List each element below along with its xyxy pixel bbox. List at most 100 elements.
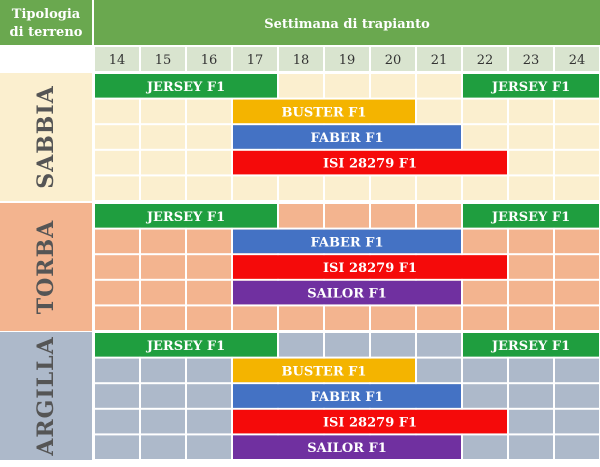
grid-cell	[509, 229, 553, 254]
grid-cell	[279, 74, 323, 98]
grid-cell	[325, 306, 369, 330]
grid-cell	[509, 435, 553, 459]
week-label: 20	[385, 53, 402, 68]
week-cell	[417, 47, 461, 71]
week-label: 16	[201, 53, 218, 68]
grid-cell	[187, 280, 231, 305]
grid-cell	[141, 150, 185, 175]
grid-cell	[509, 125, 553, 149]
soil-label-cell	[0, 73, 92, 201]
grid-cell	[509, 99, 553, 124]
bar-buster-f1	[233, 99, 415, 124]
week-cell	[187, 47, 231, 71]
grid-cell	[509, 409, 553, 434]
bar-label: SAILOR F1	[307, 287, 387, 302]
bar-label: SAILOR F1	[307, 441, 387, 456]
grid-cell	[187, 176, 231, 200]
grid-cell	[463, 99, 507, 124]
bar-isi-28279-f1	[233, 150, 507, 175]
grid-cell	[509, 358, 553, 383]
grid-cell	[555, 358, 599, 383]
grid-cell	[463, 358, 507, 383]
grid-cell	[417, 204, 461, 228]
bar-faber-f1	[233, 125, 461, 149]
grid-cell	[555, 125, 599, 149]
bar-jersey-f1	[95, 333, 277, 357]
grid-cell	[141, 358, 185, 383]
bar-label: FABER F1	[310, 390, 383, 405]
weeks-header-title: Settimana di trapianto	[264, 17, 430, 32]
grid-cell	[417, 306, 461, 330]
grid-cell	[141, 409, 185, 434]
bar-label: JERSEY F1	[146, 210, 225, 225]
grid-cell	[95, 99, 139, 124]
grid-cell	[417, 358, 461, 383]
week-label: 17	[247, 53, 264, 68]
bar-buster-f1	[233, 358, 415, 383]
week-cell	[325, 47, 369, 71]
week-cell	[509, 47, 553, 71]
week-label: 23	[523, 53, 540, 68]
grid-cell	[463, 229, 507, 254]
grid-cell	[141, 435, 185, 459]
grid-cell	[187, 384, 231, 408]
bar-label: JERSEY F1	[491, 80, 570, 95]
grid-cell	[555, 384, 599, 408]
grid-cell	[233, 176, 277, 200]
grid-cell	[371, 333, 415, 357]
soil-group-torba: TORBA JERSEY F1 JERSEY F1 FABER F1 ISI 28279…	[0, 203, 599, 331]
week-label: 14	[109, 53, 126, 68]
bar-isi-28279-f1	[233, 255, 507, 279]
grid-cell	[555, 306, 599, 330]
grid-cell	[417, 176, 461, 200]
grid-cell	[509, 176, 553, 200]
bar-jersey-f1	[463, 74, 599, 98]
grid-cell	[463, 176, 507, 200]
week-label: 21	[431, 53, 448, 68]
grid-cell	[95, 150, 139, 175]
soil-label: TORBA	[33, 220, 59, 314]
grid-cell	[555, 176, 599, 200]
bar-label: BUSTER F1	[282, 364, 367, 379]
weeks-header-cell	[94, 0, 600, 45]
soil-label: ARGILLA	[33, 336, 59, 456]
week-cell	[95, 47, 139, 71]
bar-label: BUSTER F1	[282, 105, 367, 120]
grid-cell	[187, 229, 231, 254]
grid-cell	[187, 99, 231, 124]
grid-cell	[95, 435, 139, 459]
grid-cell	[187, 125, 231, 149]
grid-cell	[463, 125, 507, 149]
bar-sailor-f1	[233, 280, 461, 305]
soil-header-line1: Tipologia	[12, 7, 81, 22]
bar-faber-f1	[233, 229, 461, 254]
grid-cell	[95, 255, 139, 279]
grid-cell	[279, 306, 323, 330]
grid-cell	[187, 435, 231, 459]
grid-cell	[509, 255, 553, 279]
grid-cell	[463, 280, 507, 305]
week-cell	[555, 47, 599, 71]
grid-cell	[187, 358, 231, 383]
bar-label: JERSEY F1	[491, 339, 570, 354]
week-label: 22	[477, 53, 494, 68]
grid-cell	[463, 306, 507, 330]
grid-cell	[95, 358, 139, 383]
bar-jersey-f1	[95, 74, 277, 98]
grid-cell	[325, 333, 369, 357]
grid-cell	[555, 255, 599, 279]
grid-cell	[325, 204, 369, 228]
bar-jersey-f1	[95, 204, 277, 228]
grid-cell	[463, 435, 507, 459]
week-label: 18	[293, 53, 310, 68]
week-label: 19	[339, 53, 356, 68]
grid-cell	[141, 255, 185, 279]
grid-cell	[95, 409, 139, 434]
grid-cell	[509, 150, 553, 175]
grid-cell	[555, 409, 599, 434]
soil-label-cell	[0, 203, 92, 331]
grid-cell	[141, 384, 185, 408]
week-label: 24	[569, 53, 586, 68]
grid-cell	[509, 384, 553, 408]
